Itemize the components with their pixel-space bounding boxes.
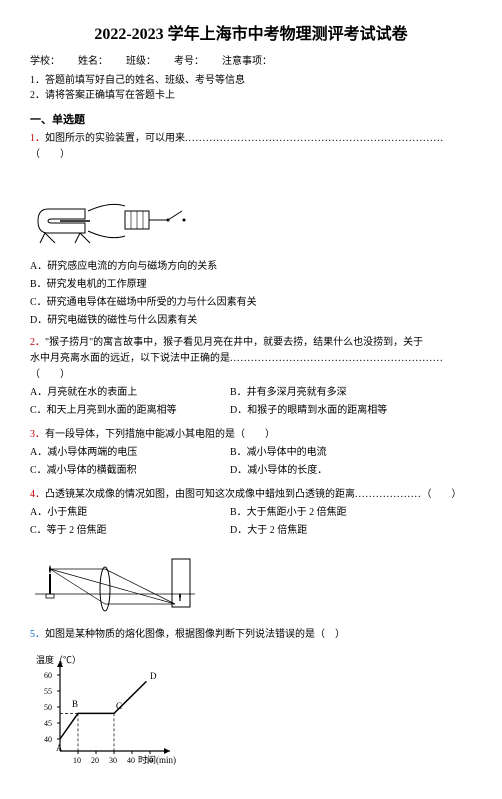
q2-opt-c-text: 和天上月亮到水面的距离相等	[47, 405, 177, 416]
name-label: 姓名：	[78, 52, 108, 67]
q2-opt-a: A．月亮就在水的表面上	[30, 385, 210, 401]
q2-dots: ........................................…	[230, 353, 444, 364]
header-row: 学校： 姓名： 班级： 考号： 注意事项：	[30, 52, 472, 67]
q3-opt-b-text: 减小导体中的电流	[247, 447, 327, 458]
q2-number: 2．	[30, 337, 45, 348]
q4-opt-c-text: 等于 2 倍焦距	[47, 525, 107, 536]
instructions: 1．答题前填写好自己的姓名、班级、考号等信息 2．请将答案正确填写在答题卡上	[30, 71, 472, 101]
svg-text:50: 50	[145, 756, 153, 765]
q3-opt-d: D．减小导体的长度．	[230, 463, 410, 479]
q1-opt-c-text: 研究通电导体在磁场中所受的力与什么因素有关	[47, 297, 257, 308]
q3-opt-a-text: 减小导体两端的电压	[47, 447, 137, 458]
chart-xlabel: 时间(min)	[138, 754, 176, 765]
q2-opt-c: C．和天上月亮到水面的距离相等	[30, 403, 210, 419]
svg-text:60: 60	[44, 671, 52, 680]
chart-ylabel: 温度（℃）	[36, 654, 81, 665]
exam-title: 2022-2023 学年上海市中考物理测评考试试卷	[30, 20, 472, 44]
svg-text:10: 10	[73, 756, 81, 765]
q4-dots: ...................	[355, 489, 422, 500]
melting-chart: 温度（℃） 时间(min) 40 45 50 55 60 10 20 30 40…	[30, 651, 180, 771]
q1-paren: （ ）	[30, 149, 70, 160]
q4-opt-a: A．小于焦距	[30, 505, 210, 521]
q5-number: 5．	[30, 629, 45, 640]
q1-opt-b-text: 研究发电机的工作原理	[47, 279, 147, 290]
q1-opt-a-text: 研究感应电流的方向与磁场方向的关系	[47, 261, 217, 272]
q3-number: 3．	[30, 429, 45, 440]
class-label: 班级：	[126, 52, 156, 67]
q1-options: A．研究感应电流的方向与磁场方向的关系 B．研究发电机的工作原理 C．研究通电导…	[30, 259, 472, 329]
q5-text: 如图是某种物质的熔化图像，根据图像判断下列说法错误的是（ ）	[45, 629, 345, 640]
q2-opt-b: B．井有多深月亮就有多深	[230, 385, 410, 401]
q4-opt-c: C．等于 2 倍焦距	[30, 523, 210, 539]
q3-opt-b: B．减小导体中的电流	[230, 445, 410, 461]
q3-opt-c: C．减小导体的横截面积	[30, 463, 210, 479]
instruction-2: 2．请将答案正确填写在答题卡上	[30, 86, 472, 101]
q2-paren: （ ）	[30, 369, 70, 380]
q1-opt-c: C．研究通电导体在磁场中所受的力与什么因素有关	[30, 295, 472, 311]
q3-opt-c-text: 减小导体的横截面积	[47, 465, 137, 476]
q3-options: A．减小导体两端的电压 B．减小导体中的电流 C．减小导体的横截面积 D．减小导…	[30, 445, 472, 481]
notice-label: 注意事项：	[222, 52, 272, 67]
q1-opt-b: B．研究发电机的工作原理	[30, 277, 472, 293]
section-title: 一、单选题	[30, 111, 472, 127]
lens-diagram-icon	[30, 549, 200, 619]
svg-text:50: 50	[44, 703, 52, 712]
q4-opt-a-text: 小于焦距	[47, 507, 87, 518]
q1-figure	[30, 171, 472, 251]
q1-number: 1．	[30, 133, 45, 144]
q4-text: 凸透镜某次成像的情况如图，由图可知这次成像中蜡烛到凸透镜的距离	[45, 489, 355, 500]
svg-text:C: C	[116, 701, 122, 711]
q1-opt-a: A．研究感应电流的方向与磁场方向的关系	[30, 259, 472, 275]
svg-text:D: D	[150, 671, 157, 681]
q2-text-1: "猴子捞月"的寓言故事中，猴子看见月亮在井中，就要去捞，结果什么也没捞到，关于	[45, 337, 423, 348]
svg-text:40: 40	[127, 756, 135, 765]
q4-figure	[30, 549, 472, 619]
q2-opt-b-text: 井有多深月亮就有多深	[247, 387, 347, 398]
q1-text: 如图所示的实验装置，可以用来	[45, 133, 185, 144]
q1-opt-d-text: 研究电磁铁的磁性与什么因素有关	[47, 315, 197, 326]
svg-text:40: 40	[44, 735, 52, 744]
svg-text:20: 20	[91, 756, 99, 765]
q4-opt-b-text: 大于焦距小于 2 倍焦距	[247, 507, 347, 518]
q1-opt-d: D．研究电磁铁的磁性与什么因素有关	[30, 313, 472, 329]
circuit-diagram-icon	[30, 171, 190, 251]
q3-text: 有一段导体，下列措施中能减小其电阻的是（ ）	[45, 429, 275, 440]
question-4: 4．凸透镜某次成像的情况如图，由图可知这次成像中蜡烛到凸透镜的距离.......…	[30, 487, 472, 619]
q2-opt-d-text: 和猴子的眼睛到水面的距离相等	[247, 405, 387, 416]
q2-opt-d: D．和猴子的眼睛到水面的距离相等	[230, 403, 410, 419]
svg-text:55: 55	[44, 687, 52, 696]
q4-paren: （ ）	[422, 489, 462, 500]
svg-text:A: A	[56, 743, 63, 753]
school-label: 学校：	[30, 52, 60, 67]
svg-text:45: 45	[44, 719, 52, 728]
q1-dots: ........................................…	[185, 133, 444, 144]
question-2: 2．"猴子捞月"的寓言故事中，猴子看见月亮在井中，就要去捞，结果什么也没捞到，关…	[30, 335, 472, 421]
q3-opt-d-text: 减小导体的长度．	[247, 465, 327, 476]
q5-figure: 温度（℃） 时间(min) 40 45 50 55 60 10 20 30 40…	[30, 651, 472, 771]
question-1: 1．如图所示的实验装置，可以用来........................…	[30, 131, 472, 329]
q4-number: 4．	[30, 489, 45, 500]
svg-text:B: B	[72, 699, 78, 709]
q4-opt-d: D．大于 2 倍焦距	[230, 523, 410, 539]
svg-text:30: 30	[109, 756, 117, 765]
examno-label: 考号：	[174, 52, 204, 67]
q2-text-2: 水中月亮离水面的远近，以下说法中正确的是	[30, 353, 230, 364]
instruction-1: 1．答题前填写好自己的姓名、班级、考号等信息	[30, 71, 472, 86]
q4-options: A．小于焦距 B．大于焦距小于 2 倍焦距 C．等于 2 倍焦距 D．大于 2 …	[30, 505, 472, 541]
q4-opt-b: B．大于焦距小于 2 倍焦距	[230, 505, 410, 521]
q2-opt-a-text: 月亮就在水的表面上	[47, 387, 137, 398]
q3-opt-a: A．减小导体两端的电压	[30, 445, 210, 461]
q2-options: A．月亮就在水的表面上 B．井有多深月亮就有多深 C．和天上月亮到水面的距离相等…	[30, 385, 472, 421]
question-3: 3．有一段导体，下列措施中能减小其电阻的是（ ） A．减小导体两端的电压 B．减…	[30, 427, 472, 481]
q4-opt-d-text: 大于 2 倍焦距	[247, 525, 307, 536]
